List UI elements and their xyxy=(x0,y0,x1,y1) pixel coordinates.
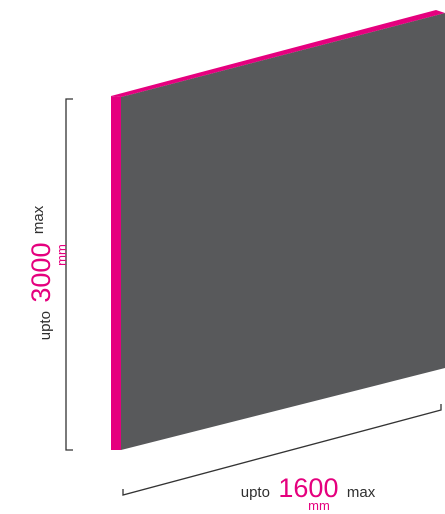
height-prefix: upto xyxy=(37,311,54,340)
panel-face xyxy=(121,13,445,450)
width-suffix: max xyxy=(347,484,376,501)
height-label: upto 3000 max mm xyxy=(26,205,69,340)
width-prefix: upto xyxy=(241,484,270,501)
width-value: 1600 xyxy=(278,473,338,503)
width-label: upto 1600 max mm xyxy=(241,473,376,513)
panel-side-edge xyxy=(111,96,121,450)
svg-text:upto 3000 max: upto 3000 max xyxy=(26,205,56,340)
svg-text:upto 1600 max: upto 1600 max xyxy=(241,473,376,503)
height-value: 3000 xyxy=(26,243,56,303)
height-unit: mm xyxy=(54,244,69,266)
panel-top-edge xyxy=(111,10,445,97)
width-dimension-bracket xyxy=(122,404,442,496)
width-unit: mm xyxy=(308,498,330,513)
height-dimension-bracket xyxy=(65,98,73,451)
height-suffix: max xyxy=(30,205,47,234)
